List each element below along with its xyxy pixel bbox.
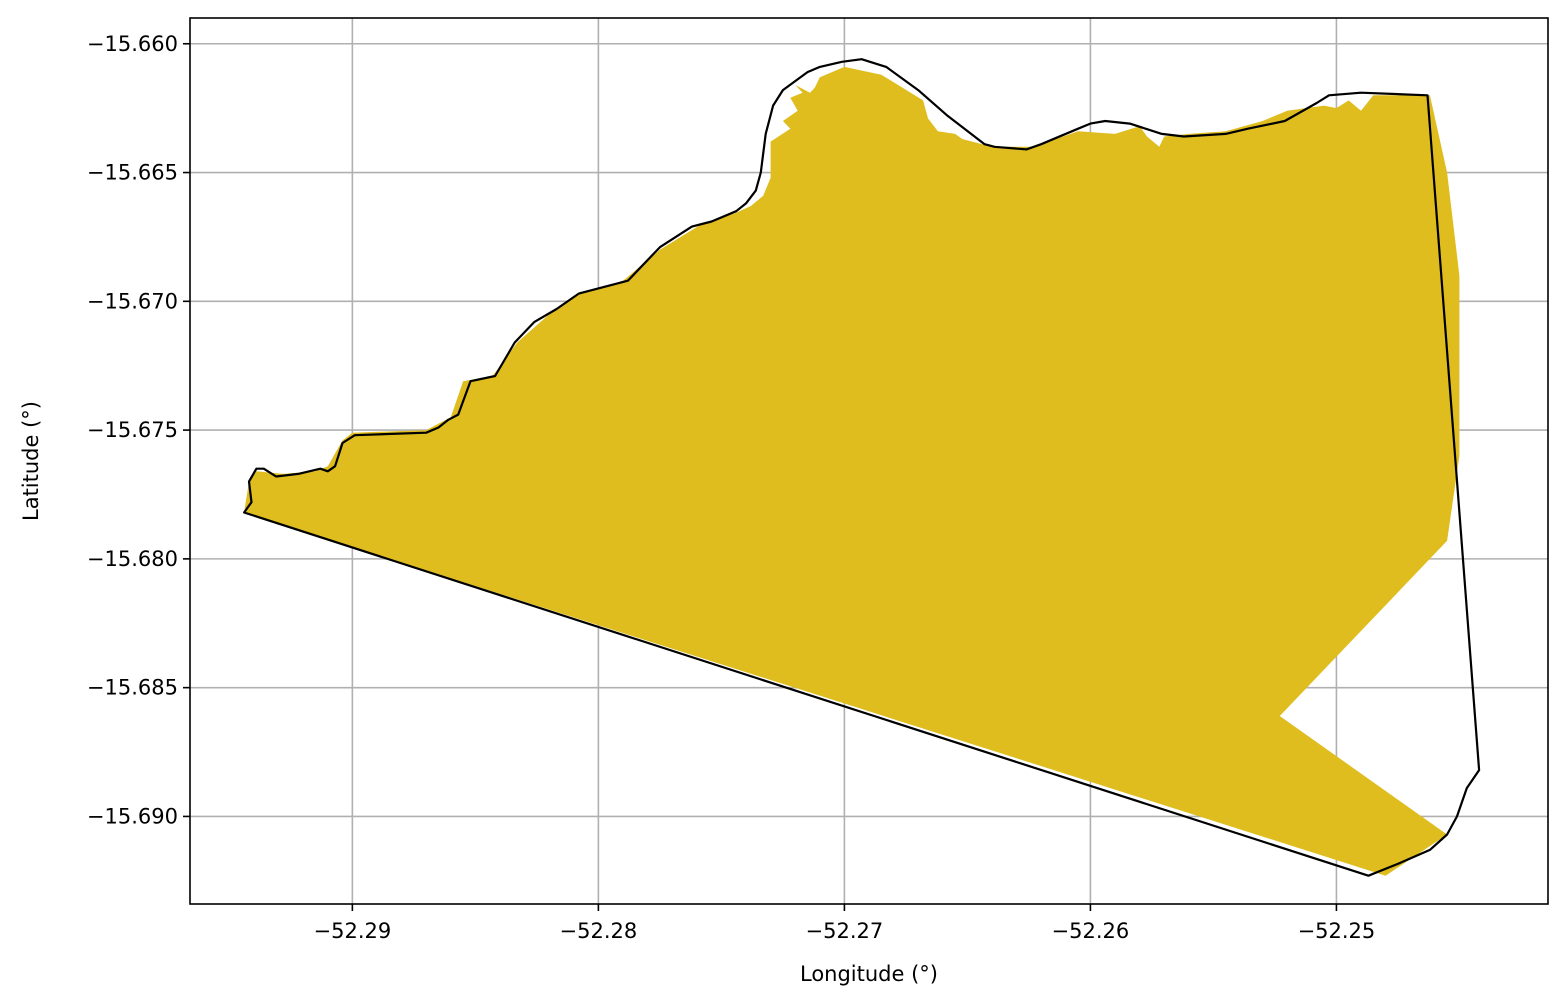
y-tick-label: −15.665: [87, 161, 178, 185]
y-tick-label: −15.670: [87, 289, 178, 313]
y-tick-label: −15.690: [87, 804, 178, 828]
x-axis-label: Longitude (°): [800, 962, 938, 986]
y-tick-label: −15.660: [87, 32, 178, 56]
filled-area: [244, 66, 1460, 876]
y-tick-label: −15.675: [87, 418, 178, 442]
plot-frame: [189, 17, 1549, 905]
y-axis: −15.660 −15.665 −15.670 −15.675 −15.680 −15.6…: [87, 32, 190, 828]
x-tick-label: −52.26: [1052, 919, 1130, 943]
y-tick-label: −15.685: [87, 676, 178, 700]
x-tick-label: −52.28: [560, 919, 638, 943]
x-tick-label: −52.29: [314, 919, 392, 943]
y-tick-label: −15.680: [87, 547, 178, 571]
x-axis: −52.29 −52.28 −52.27 −52.26 −52.25: [314, 904, 1376, 943]
x-tick-label: −52.27: [806, 919, 884, 943]
boundary-outline: [243, 58, 1481, 877]
x-tick-label: −52.25: [1298, 919, 1376, 943]
shapes: [243, 58, 1481, 877]
y-axis-label: Latitude (°): [19, 401, 43, 521]
